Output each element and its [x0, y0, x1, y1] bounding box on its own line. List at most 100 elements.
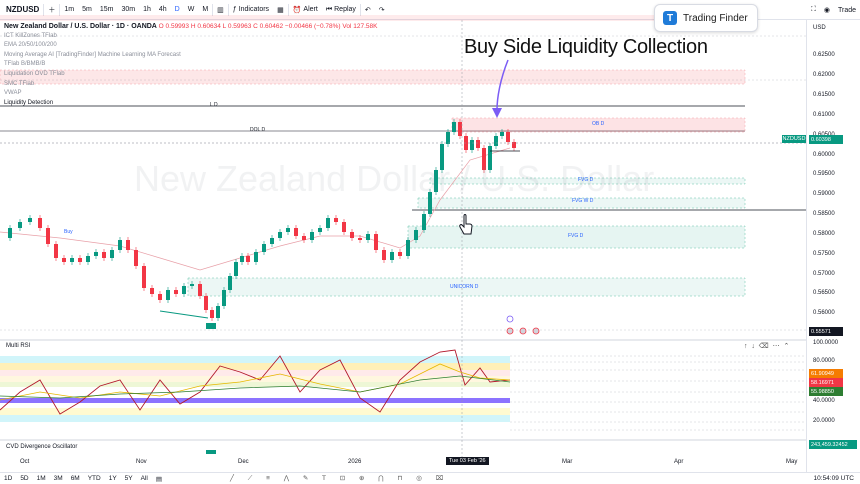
replay-button[interactable]: ⏮ Replay: [322, 6, 360, 14]
legend-indicator-7[interactable]: VWAP: [4, 90, 22, 97]
undo-button[interactable]: ↶: [361, 6, 375, 14]
lock-icon[interactable]: ⊓: [397, 475, 409, 482]
rsi-label: 20.0000: [813, 418, 835, 424]
fvg-label-2: FVG D: [568, 233, 584, 239]
legend-indicator-5[interactable]: Liquidation OVD TFlab: [4, 70, 65, 77]
candle-body: [118, 240, 122, 250]
time-label: Oct: [20, 459, 30, 465]
alert-button[interactable]: ⏰ Alert: [289, 6, 322, 14]
range-5y[interactable]: 5Y: [124, 475, 133, 482]
legend-title-row[interactable]: New Zealand Dollar / U.S. Dollar · 1D · …: [4, 22, 377, 32]
collapse-icon[interactable]: ⌃: [783, 343, 790, 350]
tf-w[interactable]: W: [187, 6, 195, 13]
price-label: 0.59000: [813, 191, 835, 197]
candle-body: [28, 218, 32, 222]
symbol-search-button[interactable]: NZDUSD: [0, 5, 43, 14]
candle-body: [476, 140, 480, 148]
rsi-pane-title[interactable]: Multi RSI: [6, 343, 31, 349]
text-icon[interactable]: T: [322, 475, 332, 482]
candle-style-button[interactable]: ▥: [213, 6, 228, 14]
tf-m[interactable]: M: [202, 6, 209, 13]
range-5d[interactable]: 5D: [20, 475, 29, 482]
pattern-icon[interactable]: ⋀: [283, 475, 296, 482]
ob-label: OB D: [592, 121, 605, 127]
ray-icon[interactable]: ⟋: [247, 475, 259, 482]
legend-indicator-2[interactable]: EMA 20/50/100/200: [4, 42, 57, 49]
move-down-icon[interactable]: ↓: [751, 343, 755, 350]
candle-body: [470, 140, 474, 150]
time-label: May: [786, 459, 798, 465]
legend-indicator-6[interactable]: SMC TFlab: [4, 80, 35, 87]
range-1m[interactable]: 1M: [36, 475, 46, 482]
time-axis[interactable]: Oct Nov Dec 2026 Tue 03 Feb '26 Mar Apr …: [0, 457, 806, 469]
legend-indicator-1[interactable]: ICT KillZones TFlab: [4, 32, 57, 39]
range-1d[interactable]: 1D: [4, 475, 13, 482]
candle-body: [342, 222, 346, 232]
candle-body: [458, 122, 462, 136]
measure-icon[interactable]: ⊡: [339, 475, 352, 482]
trend-line-icon[interactable]: ╱: [230, 475, 240, 482]
magnet-icon[interactable]: ⋂: [378, 475, 390, 482]
more-icon[interactable]: ⋯: [772, 343, 780, 350]
candle-body: [440, 144, 444, 170]
trash-icon[interactable]: ⌧: [435, 475, 450, 482]
trading-finder-logo-icon: T: [663, 11, 677, 25]
candle-body: [318, 228, 322, 232]
fullscreen-button[interactable]: ⛶: [807, 6, 820, 14]
legend-title: New Zealand Dollar / U.S. Dollar · 1D · …: [4, 23, 157, 30]
add-symbol-button[interactable]: ＋: [48, 6, 56, 14]
price-axis[interactable]: USD 0.62500 0.62000 0.61500 0.61000 0.60…: [806, 20, 860, 472]
tf-30m[interactable]: 30m: [121, 6, 136, 13]
fib-icon[interactable]: ≡: [266, 475, 276, 482]
legend-indicator-8[interactable]: Liquidity Detection: [4, 99, 54, 106]
range-6m[interactable]: 6M: [70, 475, 80, 482]
candle-body: [390, 252, 394, 260]
rsi-label: 40.0000: [813, 398, 835, 404]
rewind-icon: ⏮: [325, 5, 333, 13]
symbol-watermark: New Zealand Dollar / U.S. Dollar: [134, 158, 655, 199]
fvg-label-1: FVG D: [578, 177, 594, 183]
candle-body: [358, 238, 362, 240]
legend-indicator-3[interactable]: Moving Average AI [TradingFinder] Machin…: [4, 51, 181, 58]
rsi-label: 80.0000: [813, 358, 835, 364]
price-label: 0.62000: [813, 72, 835, 78]
hand-cursor-icon: [459, 214, 473, 235]
legend-ohlc: O 0.59993 H 0.60634 L 0.59963 C 0.60462 …: [158, 23, 378, 30]
zoom-icon[interactable]: ⊕: [358, 475, 371, 482]
range-1y[interactable]: 1Y: [108, 475, 117, 482]
legend-indicator-4[interactable]: TFlab B/BMB/B: [4, 61, 46, 68]
range-all[interactable]: All: [140, 475, 148, 482]
tf-1h[interactable]: 1h: [143, 6, 151, 13]
candle-body: [310, 232, 314, 240]
date-range-icon[interactable]: ▤: [155, 475, 163, 483]
range-3m[interactable]: 3M: [53, 475, 63, 482]
brush-icon[interactable]: ✎: [302, 475, 315, 482]
move-up-icon[interactable]: ↑: [744, 343, 748, 350]
candle-body: [228, 276, 232, 290]
trade-button[interactable]: Trade: [834, 7, 860, 14]
candle-body: [38, 218, 42, 228]
tf-1m[interactable]: 1m: [64, 6, 75, 13]
tf-4h[interactable]: 4h: [158, 6, 167, 13]
range-ytd[interactable]: YTD: [87, 475, 101, 482]
candle-body: [182, 286, 186, 294]
alert-label: Alert: [303, 6, 318, 13]
tf-5m[interactable]: 5m: [82, 6, 92, 13]
redo-button[interactable]: ↷: [375, 6, 389, 14]
time-label: Mar: [562, 459, 573, 465]
tf-15m[interactable]: 15m: [99, 6, 114, 13]
indicators-button[interactable]: ƒ Indicators: [229, 6, 273, 13]
symbol-price-tag: NZDUSD: [782, 135, 806, 143]
candle-body: [382, 250, 386, 260]
cvd-pane-title[interactable]: CVD Divergence Oscillator: [6, 444, 78, 450]
tf-d[interactable]: D: [174, 6, 180, 13]
trade-label: Trade: [837, 6, 856, 14]
delete-icon[interactable]: ⌫: [758, 343, 769, 350]
candle-body: [446, 132, 450, 144]
eye-icon[interactable]: ◎: [416, 475, 428, 482]
snapshot-button[interactable]: ◉: [820, 6, 834, 14]
candle-body: [174, 290, 178, 294]
drawing-tools: ╱ ⟋ ≡ ⋀ ✎ T ⊡ ⊕ ⋂ ⊓ ◎ ⌧: [226, 474, 453, 483]
templates-button[interactable]: ▦: [273, 6, 288, 14]
